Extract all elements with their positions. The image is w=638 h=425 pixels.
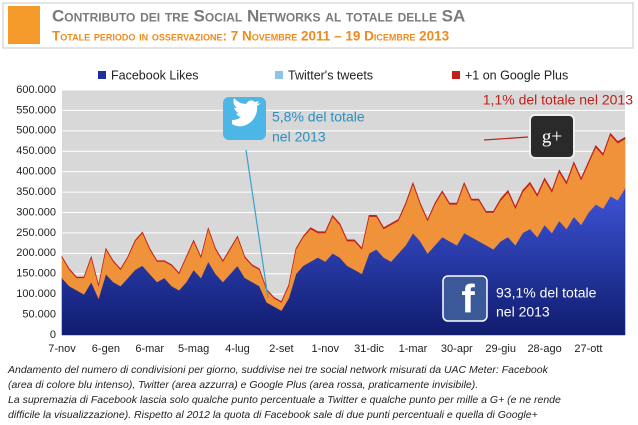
x-tick-label: 31-dic [354, 343, 384, 355]
arrow [245, 149, 269, 299]
y-tick-label: 350.000 [16, 186, 56, 198]
x-tick-label: 1-nov [311, 343, 339, 355]
legend-label: Twitter's tweets [288, 68, 373, 82]
header-accent [8, 6, 40, 44]
y-tick-label: 150.000 [16, 268, 56, 280]
annotation: nel 2013 [272, 129, 326, 145]
legend-label: Facebook Likes [111, 68, 199, 82]
legend-swatch [98, 71, 106, 79]
arrow [483, 136, 529, 141]
y-tick-label: 500.000 [16, 125, 56, 137]
caption-line: Andamento del numero di condivisioni per… [7, 364, 549, 376]
y-tick-label: 200.000 [16, 247, 56, 259]
header-box [2, 2, 634, 49]
y-tick-label: 250.000 [16, 227, 56, 239]
y-tick-label: 0 [50, 329, 56, 341]
area [61, 132, 626, 303]
gplus-icon [529, 114, 575, 159]
x-tick-label: 27-ott [574, 343, 602, 355]
x-tick-label: 29-giu [485, 343, 516, 355]
x-tick-label: 30-apr [441, 343, 473, 355]
y-tick-label: 600.000 [16, 84, 56, 96]
y-tick-label: 100.000 [16, 288, 56, 300]
chart-title: Contributo dei tre Social Networks al to… [52, 6, 465, 25]
y-tick-label: 550.000 [16, 104, 56, 116]
annotation: 5,8% del totale [272, 109, 365, 125]
legend-swatch [275, 71, 283, 79]
facebook-glyph: f [461, 278, 475, 322]
annotation: nel 2013 [496, 304, 550, 320]
caption-line: (area di colore blu intenso), Twitter (a… [8, 379, 478, 391]
annotation: 1,1% del totale nel 2013 [483, 92, 633, 108]
gplus-glyph: g+ [542, 126, 562, 147]
x-tick-label: 4-lug [225, 343, 249, 355]
legend-label: +1 on Google Plus [465, 68, 568, 82]
x-tick-label: 28-ago [527, 343, 561, 355]
x-tick-label: 6-mar [135, 343, 164, 355]
legend-swatch [452, 71, 460, 79]
annotation: 93,1% del totale [496, 285, 597, 301]
y-tick-label: 400.000 [16, 166, 56, 178]
y-tick-label: 50.000 [22, 308, 56, 320]
twitter-bird [232, 98, 261, 127]
x-tick-label: 7-nov [48, 343, 76, 355]
chart-subtitle: Totale periodo in osservazione: 7 Novemb… [52, 29, 450, 44]
x-tick-label: 2-set [269, 343, 293, 355]
x-tick-label: 1-mar [399, 343, 428, 355]
y-tick-label: 450.000 [16, 145, 56, 157]
x-tick-label: 5-mag [178, 343, 209, 355]
x-tick-label: 6-gen [92, 343, 120, 355]
caption-line: difficile la visualizzazione). Rispetto … [8, 409, 538, 421]
facebook-icon [442, 275, 488, 322]
caption-line: La supremazia di Facebook lascia solo qu… [8, 394, 561, 406]
y-tick-label: 300.000 [16, 206, 56, 218]
